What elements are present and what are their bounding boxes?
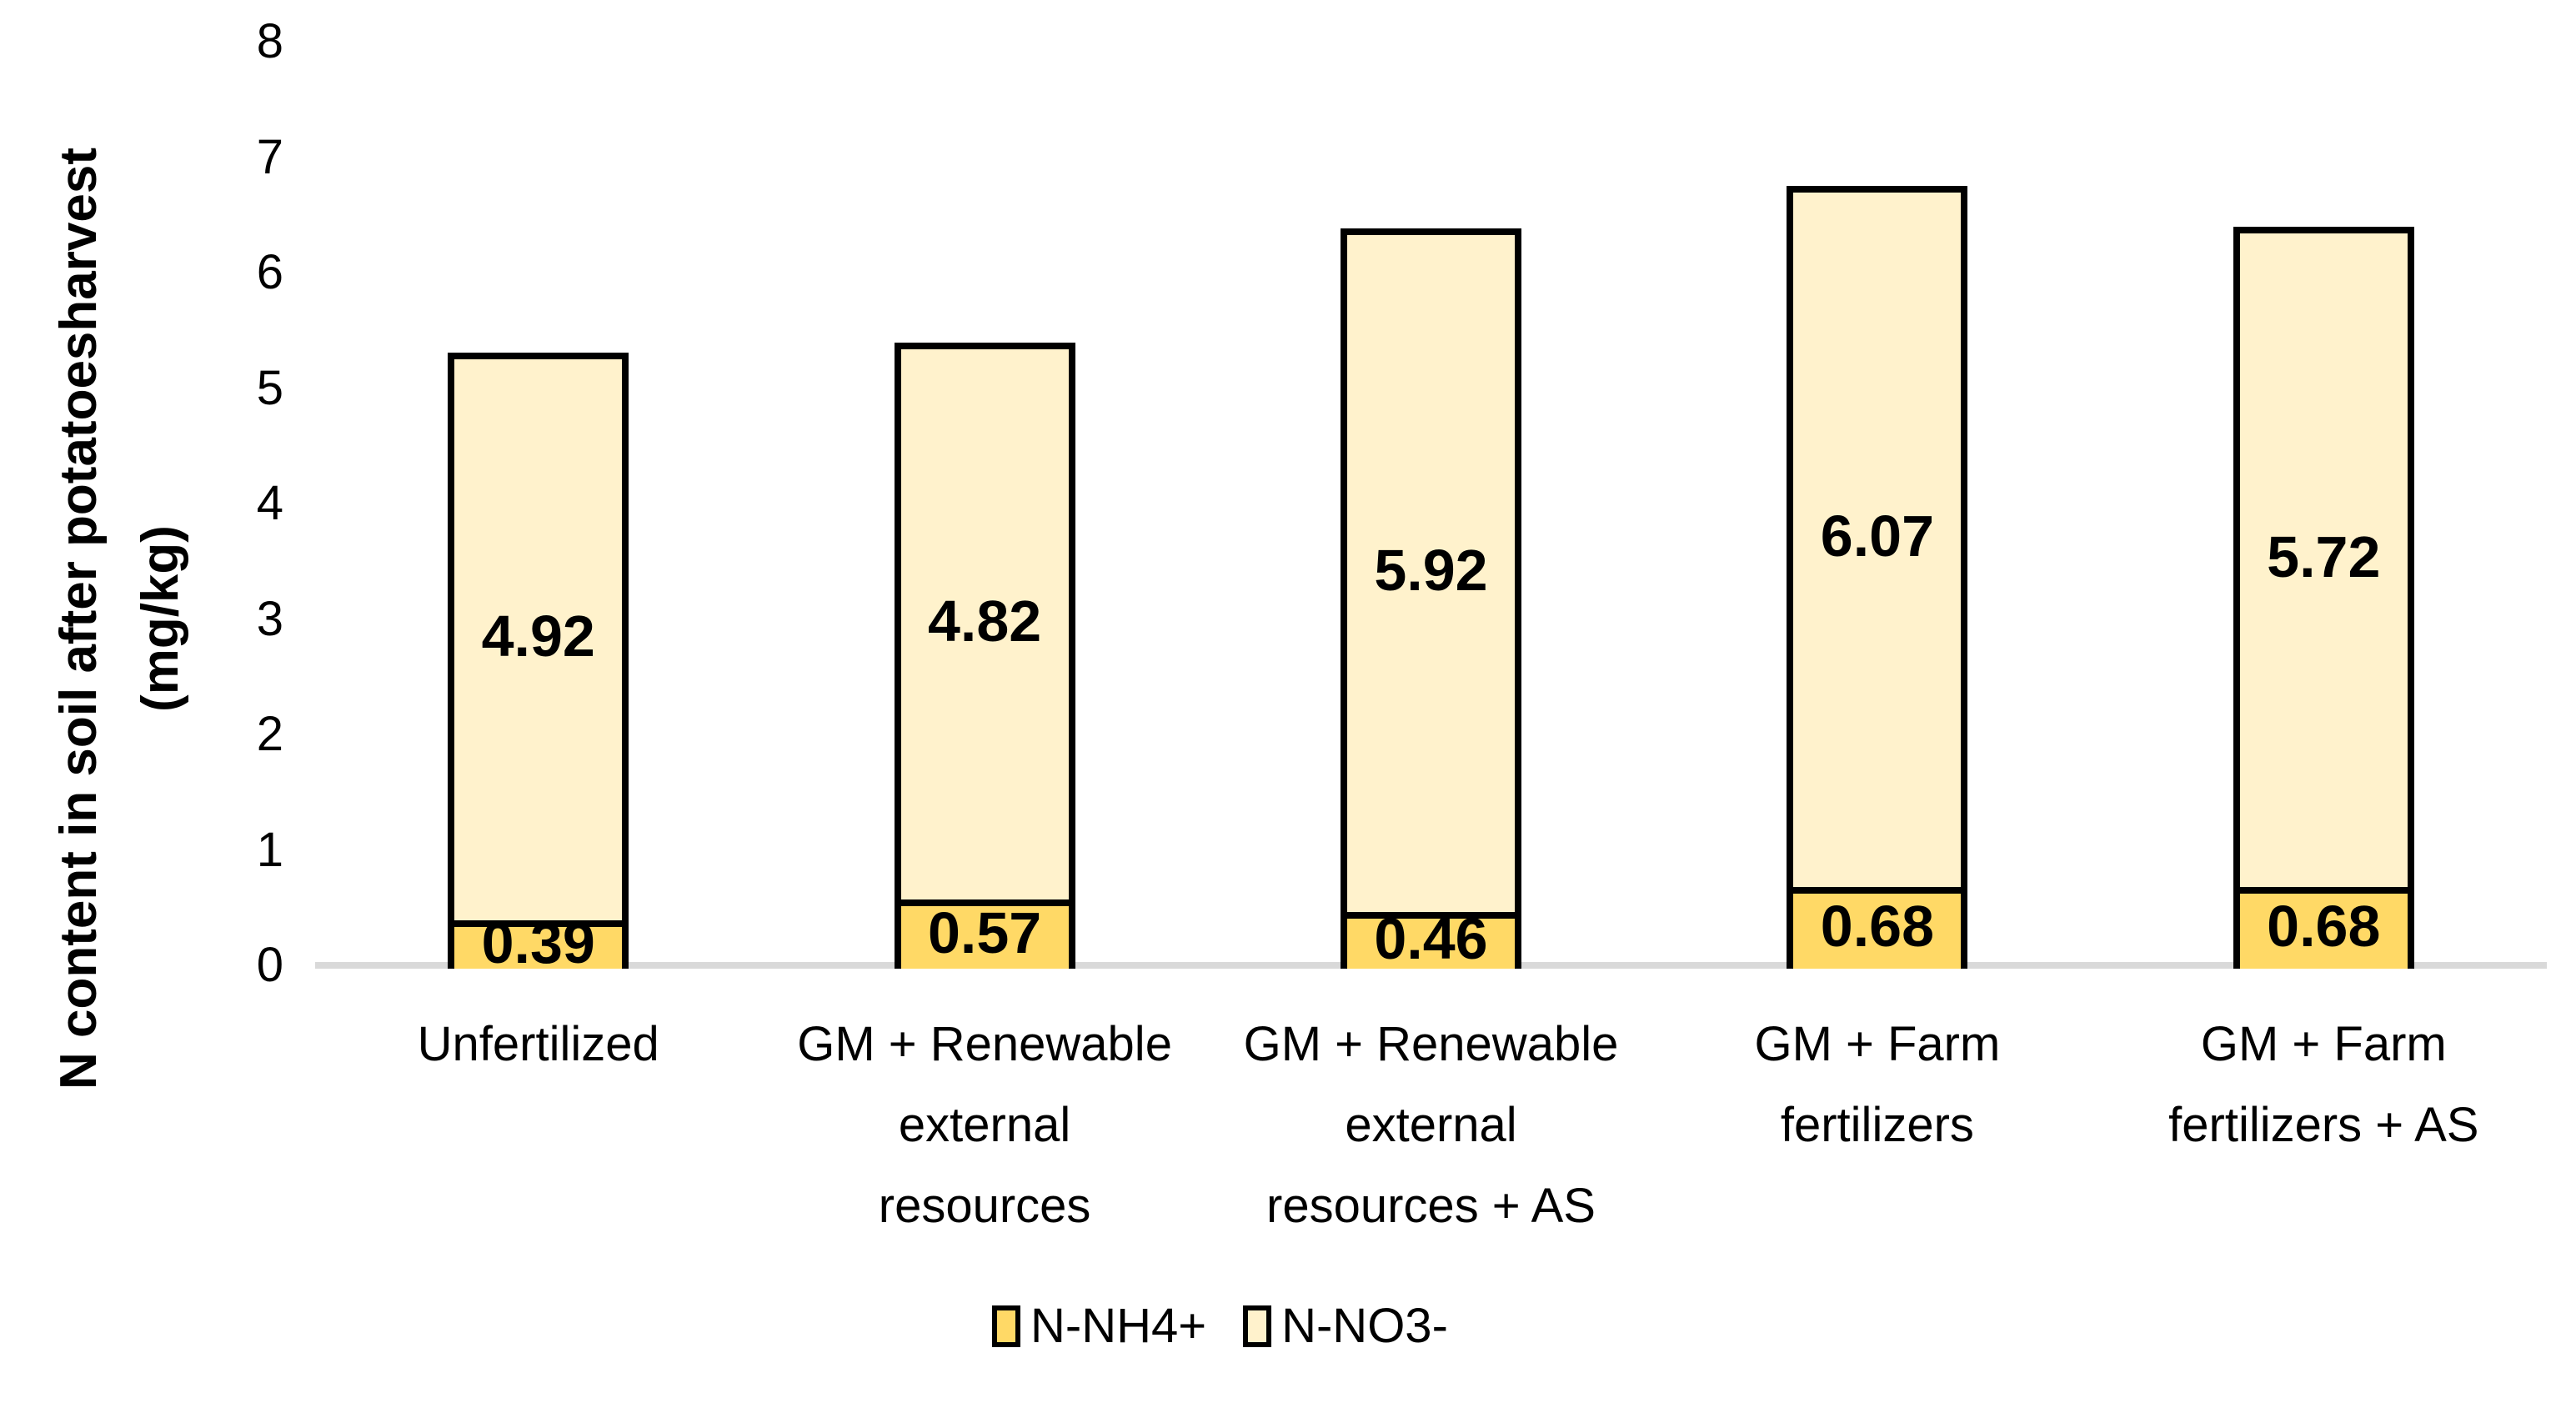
bar-segment-n-no3-: [894, 343, 1075, 900]
y-tick-label: 0: [256, 938, 283, 992]
data-label-n-nh4-: 0.39: [481, 909, 595, 975]
y-tick-label: 7: [256, 129, 283, 184]
y-tick-label: 1: [256, 822, 283, 877]
data-label-n-no3-: 6.07: [1820, 504, 1935, 569]
y-tick-label: 4: [256, 476, 283, 530]
data-label-n-nh4-: 0.46: [1374, 906, 1488, 972]
bar-segment-n-nh4-: [894, 899, 1075, 969]
x-category-label: GM + Renewable external resources: [797, 1017, 1172, 1233]
y-tick-label: 3: [256, 591, 283, 646]
bar-segment-n-nh4-: [1787, 886, 1968, 969]
data-label-n-no3-: 5.92: [1374, 538, 1488, 604]
data-label-n-no3-: 4.92: [481, 604, 595, 669]
legend-swatch-n-no3-: [1243, 1305, 1272, 1347]
legend-label: N-NO3-: [1281, 1299, 1448, 1353]
y-axis-title-line1: N content in soil after potatoesharvest: [50, 148, 108, 1090]
bar-segment-n-no3-: [1787, 186, 1968, 887]
x-category-label: GM + Farm fertilizers: [1754, 1017, 2001, 1152]
x-category-label: GM + Renewable external resources + AS: [1243, 1017, 1619, 1233]
bar-segment-n-no3-: [1341, 228, 1521, 913]
bar-segment-n-nh4-: [2233, 886, 2414, 969]
legend: N-NH4+ N-NO3-: [992, 1298, 1448, 1354]
data-label-n-nh4-: 0.57: [927, 899, 1042, 965]
legend-item-n-nh4-: N-NH4+: [992, 1298, 1206, 1354]
x-category-label: GM + Farm fertilizers + AS: [2168, 1017, 2479, 1152]
y-tick-label: 6: [256, 245, 283, 299]
bar-segment-n-nh4-: [448, 919, 629, 969]
x-category-label: Unfertilized: [417, 1017, 659, 1071]
y-tick-label: 5: [256, 360, 283, 415]
bar-segment-n-nh4-: [1341, 912, 1521, 969]
legend-swatch-n-nh4-: [992, 1305, 1020, 1347]
legend-label: N-NH4+: [1030, 1299, 1207, 1353]
legend-item-n-no3-: N-NO3-: [1243, 1298, 1448, 1354]
data-label-n-nh4-: 0.68: [2267, 893, 2381, 959]
data-label-n-no3-: 5.72: [2267, 524, 2381, 589]
bar-segment-n-no3-: [2233, 226, 2414, 887]
bar-segment-n-no3-: [448, 352, 629, 920]
data-label-n-no3-: 4.82: [927, 589, 1042, 654]
y-tick-label: 8: [256, 14, 283, 68]
data-label-n-nh4-: 0.68: [1820, 893, 1935, 959]
y-tick-label: 2: [256, 707, 283, 761]
